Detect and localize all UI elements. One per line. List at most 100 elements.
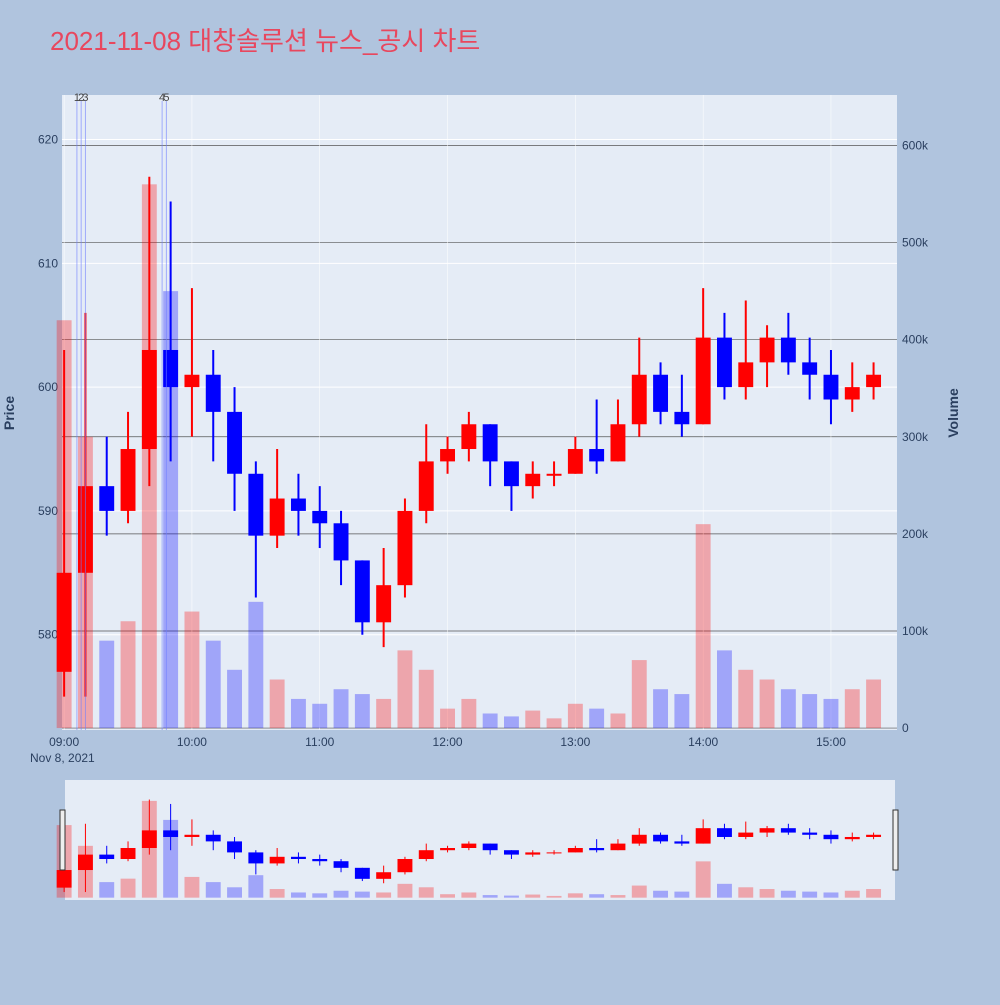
volume-bar bbox=[653, 689, 669, 729]
candle-body bbox=[759, 337, 775, 363]
slider-volume-bar bbox=[802, 891, 818, 898]
volume-bar bbox=[738, 669, 754, 729]
slider-candle-body bbox=[269, 856, 285, 864]
candle-body bbox=[525, 473, 541, 487]
slider-volume-bar bbox=[440, 894, 456, 898]
slider-handle[interactable] bbox=[59, 809, 66, 871]
slider-candle-body bbox=[56, 870, 72, 888]
candle-body bbox=[376, 585, 392, 623]
slider-candle-body bbox=[376, 872, 392, 879]
candle-body bbox=[120, 449, 136, 511]
volume-bar bbox=[844, 689, 860, 729]
slider-candle-body bbox=[546, 852, 562, 854]
y-tick-label: 600 bbox=[38, 380, 58, 394]
range-slider[interactable] bbox=[65, 780, 895, 900]
slider-volume-bar bbox=[589, 894, 605, 898]
candle-body bbox=[99, 486, 115, 511]
y-axis-title: Price bbox=[1, 396, 17, 430]
volume-bar bbox=[802, 694, 818, 729]
y2-tick-label: 600k bbox=[902, 138, 929, 152]
slider-candle-body bbox=[333, 861, 349, 868]
candle-body bbox=[397, 510, 413, 586]
candle-body bbox=[482, 424, 498, 462]
slider-volume-bar bbox=[163, 819, 179, 898]
slider-volume-bar bbox=[631, 885, 647, 898]
slider-candle-body bbox=[227, 841, 242, 853]
slider-candle-body bbox=[312, 859, 328, 862]
volume-bar bbox=[120, 621, 136, 729]
volume-bar bbox=[567, 703, 583, 729]
annotation-label: 2 bbox=[78, 92, 84, 104]
slider-candle-body bbox=[738, 832, 754, 837]
volume-bar bbox=[418, 669, 434, 729]
volume-bar bbox=[397, 650, 413, 729]
x-tick-label: 14:00 bbox=[688, 735, 718, 749]
x-tick-label: 12:00 bbox=[433, 735, 463, 749]
candle-body bbox=[461, 424, 477, 450]
slider-volume-bar bbox=[354, 891, 370, 898]
slider-volume-bar bbox=[674, 891, 690, 898]
slider-volume-bar bbox=[99, 882, 115, 898]
annotation-label: 5 bbox=[163, 92, 169, 104]
y2-axis-title: Volume bbox=[945, 388, 961, 438]
y-tick-label: 590 bbox=[38, 504, 58, 518]
volume-bar bbox=[695, 524, 711, 729]
candle-body bbox=[653, 374, 669, 412]
slider-volume-bar bbox=[503, 895, 519, 898]
slider-candle-body bbox=[461, 843, 477, 848]
volume-bar bbox=[525, 710, 541, 729]
slider-volume-bar bbox=[866, 889, 882, 898]
y2-tick-label: 0 bbox=[902, 721, 909, 735]
slider-volume-bar bbox=[333, 890, 349, 898]
slider-volume-bar bbox=[248, 875, 264, 898]
slider-candle-body bbox=[610, 843, 626, 851]
candle-body bbox=[184, 374, 200, 388]
volume-bar bbox=[227, 669, 242, 729]
candle-body bbox=[631, 374, 647, 425]
slider-volume-bar bbox=[397, 883, 413, 898]
slider-candle-body bbox=[482, 843, 498, 851]
candle-body bbox=[823, 374, 839, 400]
candle-body bbox=[610, 424, 626, 462]
candle-body bbox=[738, 362, 754, 388]
y2-tick-label: 100k bbox=[902, 624, 929, 638]
candle-body bbox=[227, 411, 242, 474]
slider-volume-bar bbox=[567, 893, 583, 898]
volume-bar bbox=[610, 713, 626, 729]
slider-volume-bar bbox=[376, 892, 392, 898]
volume-bar bbox=[248, 601, 264, 729]
slider-candle-body bbox=[141, 830, 157, 848]
candle-body bbox=[354, 560, 370, 623]
slider-volume-bar bbox=[482, 895, 498, 898]
slider-volume-bar bbox=[269, 889, 285, 898]
candle-body bbox=[546, 473, 562, 476]
plot-area bbox=[62, 95, 897, 730]
volume-bar bbox=[589, 708, 605, 729]
slider-volume-bar bbox=[525, 894, 541, 898]
slider-volume-bar bbox=[610, 895, 626, 898]
volume-bar bbox=[823, 698, 839, 729]
volume-bar bbox=[866, 679, 882, 729]
volume-bar bbox=[269, 679, 285, 729]
volume-bar bbox=[631, 660, 647, 729]
slider-volume-bar bbox=[418, 887, 434, 898]
slider-handle[interactable] bbox=[892, 809, 899, 871]
slider-candle-body bbox=[77, 854, 93, 871]
candle-body bbox=[163, 349, 179, 388]
x-date-label: Nov 8, 2021 bbox=[30, 751, 95, 765]
slider-candle-body bbox=[99, 854, 115, 860]
slider-volume-bar bbox=[738, 887, 754, 898]
slider-candle-body bbox=[866, 834, 882, 837]
volume-bar bbox=[440, 708, 456, 729]
slider-candle-body bbox=[418, 850, 434, 860]
y2-tick-label: 400k bbox=[902, 333, 929, 347]
slider-volume-bar bbox=[780, 890, 796, 898]
candle-body bbox=[567, 449, 583, 474]
slider-candle-body bbox=[290, 856, 306, 860]
volume-bar bbox=[482, 713, 498, 729]
candle-body bbox=[269, 498, 285, 536]
slider-candle-body bbox=[695, 828, 711, 844]
slider-candle-body bbox=[163, 830, 179, 837]
slider-volume-bar bbox=[717, 883, 732, 898]
slider-candle-body bbox=[440, 847, 456, 851]
